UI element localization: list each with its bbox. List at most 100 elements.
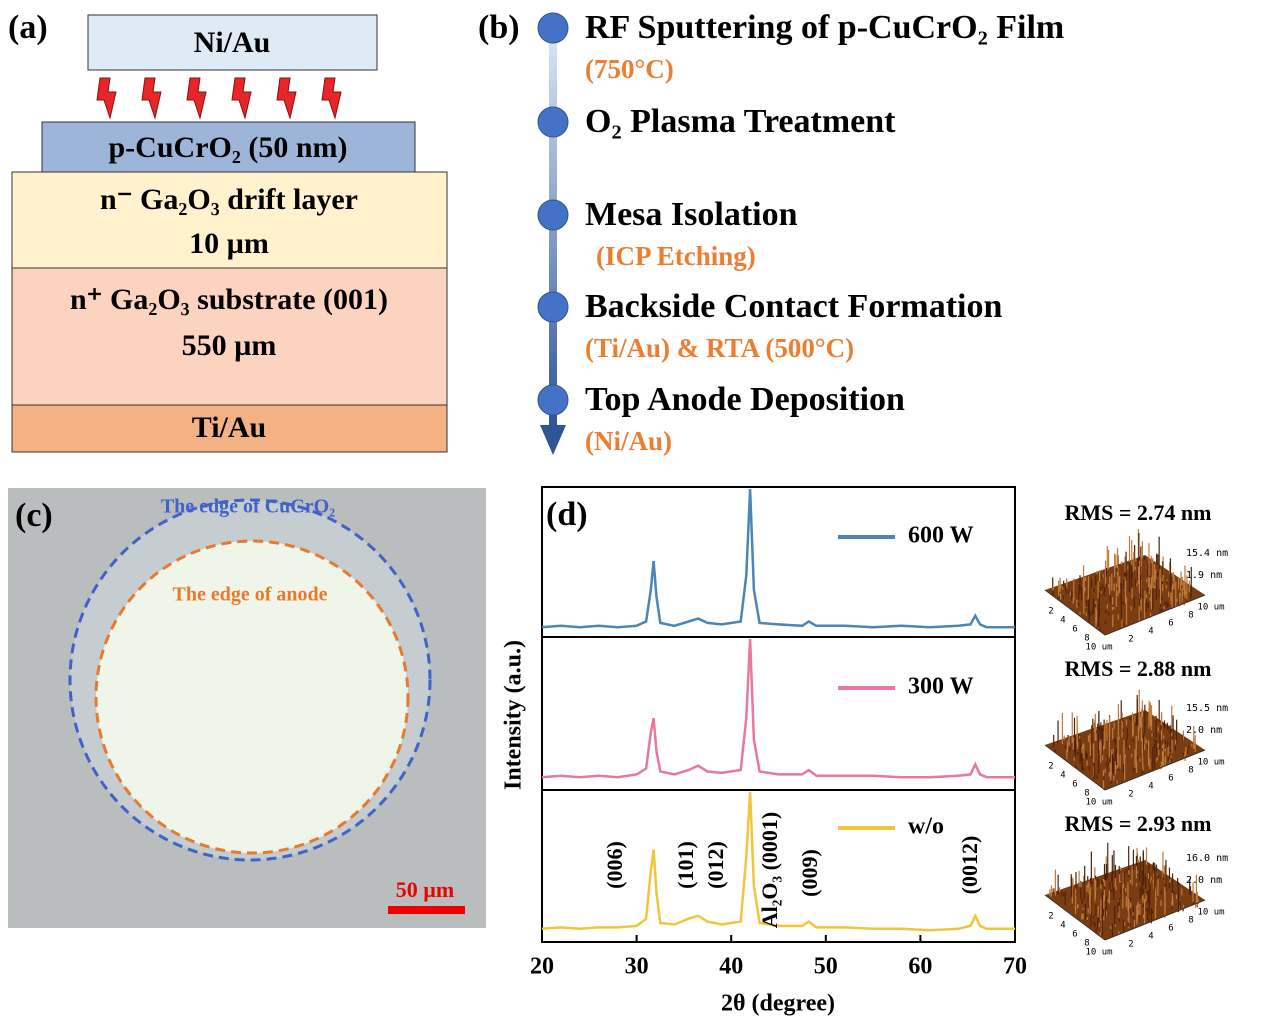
ni-au-layer — [87, 14, 378, 71]
layer-label: p-CuCrO₂ (50 nm) — [109, 131, 348, 164]
plot-frame — [541, 636, 1016, 791]
flow-arrow — [540, 425, 566, 455]
layer-label: Ti/Au — [192, 411, 267, 444]
afm-tick: 8 — [1084, 634, 1089, 644]
step-marker — [537, 106, 569, 138]
panel-label: (a) — [8, 9, 48, 46]
plot-frame — [541, 789, 1016, 943]
step-detail: (ICP Etching) — [596, 241, 756, 271]
afm-tick: 2 — [1048, 607, 1053, 617]
afm-tick: 6 — [1072, 780, 1077, 790]
edge-label: The edge of CuCrO₂ — [161, 496, 335, 518]
layer-label: 10 µm — [189, 227, 269, 260]
y-axis-label: Intensity (a.u.) — [501, 640, 527, 790]
substrate-layer — [11, 267, 448, 406]
step-marker — [537, 199, 569, 231]
afm-axis — [1104, 594, 1206, 636]
afm-tick: 10 um — [1085, 798, 1112, 808]
afm-tick: 10 um — [1197, 758, 1224, 768]
peak-label: (012) — [703, 841, 728, 889]
layer-label: 550 µm — [182, 329, 277, 362]
afm-tick: 8 — [1188, 766, 1193, 776]
afm-tick: 10 um — [1197, 908, 1224, 918]
x-tick-label: 50 — [814, 954, 838, 980]
afm-tick: 2 — [1128, 940, 1133, 950]
panel-label: (b) — [478, 9, 520, 46]
panel-b: (b) RF Sputtering of p-CuCrO₂ Film (750°C… — [478, 9, 1064, 456]
layer-label: n⁻ Ga₂O₃ drift layer — [100, 183, 358, 216]
layer-label: n⁺ Ga₂O₃ substrate (001) — [70, 283, 388, 316]
step-title: Backside Contact Formation — [585, 288, 1003, 325]
afm-tick: 8 — [1084, 939, 1089, 949]
step-detail: (750°C) — [585, 54, 674, 84]
step-detail: (Ti/Au) & RTA (500°C) — [585, 333, 854, 363]
panel-a: (a) Ni/Au p-CuCrO₂ (50 nm) n⁻ Ga₂O₃ drif… — [8, 9, 448, 453]
xrd-line — [541, 638, 1015, 779]
peak-label: (006) — [602, 841, 627, 889]
step-title: O₂ Plasma Treatment — [585, 103, 896, 140]
plot-frame — [541, 486, 1016, 638]
edge-label: The edge of anode — [173, 584, 328, 606]
afm-z-label: 16.0 nm — [1186, 853, 1228, 864]
ti-au-layer — [11, 404, 448, 453]
panel-label: (c) — [15, 497, 53, 534]
afm-tick: 2 — [1128, 635, 1133, 645]
plasma-bolts — [96, 77, 342, 120]
x-tick-label: 30 — [625, 954, 649, 980]
afm-tick: 10 um — [1085, 643, 1112, 653]
afm-tick: 2 — [1048, 762, 1053, 772]
x-axis-label: 2θ (degree) — [721, 991, 835, 1017]
afm-tick: 6 — [1168, 924, 1173, 934]
afm-z-label: 2.0 nm — [1186, 725, 1222, 736]
afm-tick: 6 — [1072, 930, 1077, 940]
peak-label: (009) — [797, 849, 822, 897]
afm-tick: 6 — [1168, 619, 1173, 629]
peak-label: (0012) — [957, 836, 982, 895]
peak-label: Al₂O₃ (0001) — [757, 812, 782, 928]
step-marker — [537, 12, 569, 44]
rms-label: RMS = 2.74 nm — [1065, 500, 1212, 525]
afm-surface — [1045, 710, 1205, 790]
afm-tick: 4 — [1060, 921, 1065, 931]
legend-label: 300 W — [908, 674, 974, 700]
afm-axis — [1104, 899, 1206, 941]
afm-tick: 10 um — [1197, 603, 1224, 613]
afm-tick: 8 — [1188, 916, 1193, 926]
afm-tick: 10 um — [1085, 948, 1112, 958]
afm-axis — [1044, 744, 1106, 791]
legend-label: w/o — [908, 814, 944, 840]
anode-edge — [94, 539, 410, 855]
xrd-line — [541, 488, 1015, 629]
afm-tick: 4 — [1148, 932, 1153, 942]
step-marker — [537, 384, 569, 416]
peak-label: (101) — [673, 841, 698, 889]
afm-tick: 4 — [1060, 616, 1065, 626]
x-tick-label: 40 — [719, 954, 743, 980]
afm-tick: 8 — [1084, 789, 1089, 799]
xrd-line — [541, 791, 1015, 932]
afm-z-label: 15.4 nm — [1186, 548, 1228, 559]
step-title: Mesa Isolation — [585, 196, 798, 233]
afm-axis — [1104, 749, 1206, 791]
panel-d: (d) 2θ (degree) Intensity (a.u.) 20 30 40 5… — [501, 486, 1027, 1017]
step-detail: (Ni/Au) — [585, 426, 672, 456]
afm-tick: 6 — [1072, 625, 1077, 635]
rms-label: RMS = 2.88 nm — [1065, 656, 1212, 681]
afm-z-label: 1.9 nm — [1186, 570, 1222, 581]
cucro2-layer — [41, 121, 416, 173]
x-tick-label: 70 — [1003, 954, 1027, 980]
afm-axis — [1044, 589, 1106, 636]
panel-label: (d) — [546, 496, 588, 533]
scale-label: 50 µm — [396, 877, 455, 902]
afm-tick: 4 — [1148, 782, 1153, 792]
afm-tick: 2 — [1048, 912, 1053, 922]
step-title: RF Sputtering of p-CuCrO₂ Film — [585, 9, 1064, 46]
afm-z-label: 15.5 nm — [1186, 703, 1228, 714]
afm-z-label: 2.0 nm — [1186, 875, 1222, 886]
afm-tick: 8 — [1188, 611, 1193, 621]
afm-tick: 6 — [1168, 774, 1173, 784]
legend-label: 600 W — [908, 523, 974, 549]
afm-tick: 2 — [1128, 790, 1133, 800]
